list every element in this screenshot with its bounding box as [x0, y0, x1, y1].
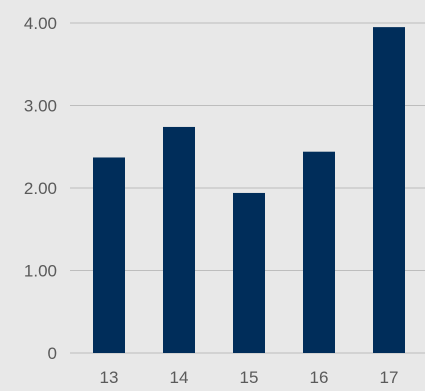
bar-13: [93, 157, 125, 353]
bar-16: [303, 151, 335, 353]
x-tick-label: 13: [100, 368, 119, 386]
x-tick-label: 14: [170, 368, 189, 386]
y-tick-label: 4.00: [24, 14, 57, 33]
x-tick-label: 17: [380, 368, 399, 386]
x-tick-label: 16: [310, 368, 329, 386]
y-tick-label: 0: [48, 344, 57, 363]
y-tick-label: 1.00: [24, 262, 57, 281]
bar-17: [373, 27, 405, 353]
x-axis-tick-labels: 13 14 15 16 17: [100, 368, 399, 387]
bar-14: [163, 126, 195, 353]
bar-15: [233, 192, 265, 353]
x-tick-label: 15: [240, 368, 259, 386]
y-axis-tick-labels: 0 1.00 2.00 3.00 4.00: [24, 14, 57, 363]
y-tick-label: 3.00: [24, 97, 57, 116]
gridlines: [70, 22, 425, 354]
y-tick-label: 2.00: [24, 179, 57, 198]
bars: [93, 27, 405, 353]
